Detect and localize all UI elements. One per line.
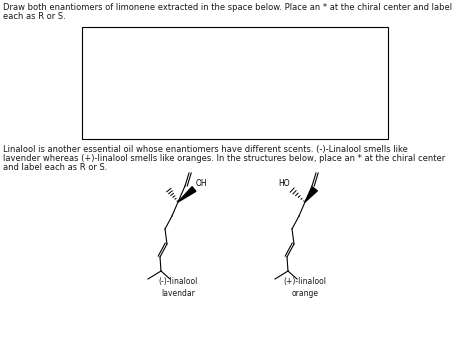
Text: Draw both enantiomers of limonene extracted in the space below. Place an * at th: Draw both enantiomers of limonene extrac…: [3, 3, 452, 12]
Polygon shape: [305, 187, 318, 202]
Text: OH: OH: [195, 179, 207, 188]
Text: and label each as R or S.: and label each as R or S.: [3, 163, 108, 172]
Text: HO: HO: [278, 179, 290, 188]
Bar: [82, 27, 388, 139]
Polygon shape: [178, 187, 196, 202]
Text: each as R or S.: each as R or S.: [3, 12, 66, 21]
Text: Linalool is another essential oil whose enantiomers have different scents. (-)-L: Linalool is another essential oil whose …: [3, 145, 408, 154]
Text: (+)-linalool
orange: (+)-linalool orange: [283, 277, 327, 299]
Text: (-)-linalool
lavendar: (-)-linalool lavendar: [158, 277, 198, 299]
Text: lavender whereas (+)-linalool smells like oranges. In the structures below, plac: lavender whereas (+)-linalool smells lik…: [3, 154, 445, 163]
